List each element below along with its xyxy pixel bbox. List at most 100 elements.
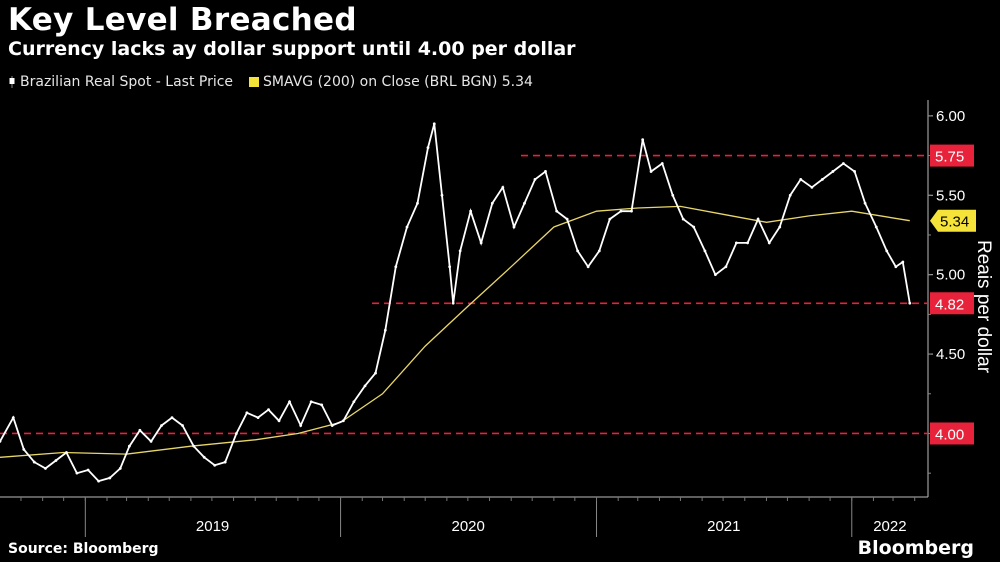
price-point [32,460,36,464]
reference-tag-label: 4.00 [935,426,964,443]
price-point [451,301,455,305]
price-point [267,408,270,412]
sma-value-tag [930,209,976,232]
price-point [799,178,803,181]
y-tick-label: 6.00 [936,108,965,125]
price-point [841,162,845,165]
price-point [97,479,101,483]
price-point [512,225,516,229]
price-point [544,170,547,173]
bloomberg-logo: Bloomberg [857,537,974,559]
price-point [213,463,217,467]
price-point [458,249,462,253]
price-point [490,201,494,205]
price-point [660,162,664,165]
price-point [874,225,878,229]
y-tick-label: 4.50 [936,346,965,363]
x-tick-label: 2020 [452,518,485,535]
price-point [821,178,824,181]
price-point [223,460,227,464]
price-point [341,419,345,423]
price-point [863,201,867,205]
reference-tag [930,292,974,315]
legend-label-sma: SMAVG (200) on Close (BRL BGN) 5.34 [263,74,533,90]
price-point [149,440,153,443]
y-tick-label: 5.00 [936,267,965,284]
x-tick-label: 2019 [196,518,229,535]
price-point [523,201,526,205]
price-point [831,170,835,173]
legend: Brazilian Real Spot - Last Price SMAVG (… [8,74,549,90]
chart-title: Key Level Breached [8,2,357,38]
chart-subtitle: Currency lacks ay dollar support until 4… [8,38,576,60]
price-point [192,444,196,448]
price-point [363,384,367,388]
price-point [479,241,483,245]
price-point [619,209,623,213]
legend-swatch-sma [249,77,260,87]
price-point [394,265,398,269]
price-point [352,400,356,404]
sma-line [0,205,910,458]
x-tick-label: 2022 [873,518,906,535]
legend-item-sma: SMAVG (200) on Close (BRL BGN) 5.34 [249,74,533,90]
price-point [630,209,633,213]
legend-item-price: Brazilian Real Spot - Last Price [8,74,233,90]
price-point [853,170,856,173]
price-point [256,416,260,419]
price-point [86,468,90,472]
x-tick-label: 2021 [707,518,740,535]
price-point [681,217,685,221]
price-point [901,260,905,264]
price-point [160,424,163,427]
price-point [138,428,142,432]
price-point [65,451,68,454]
price-point [127,444,131,448]
price-point [555,209,559,213]
price-point [374,371,377,375]
price-point [714,273,717,277]
price-point [277,419,281,423]
price-point [586,265,590,269]
source-note: Source: Bloomberg [8,541,159,557]
price-point [703,249,707,253]
price-point [320,403,324,407]
price-point [671,193,675,197]
price-point [641,138,645,142]
price-point [565,217,569,221]
price-point [426,146,430,150]
price-point [108,476,112,480]
reference-tag [930,422,974,445]
reference-tag-label: 5.75 [935,149,964,166]
price-point [440,193,444,197]
price-point [649,170,653,173]
price-point [0,440,2,443]
price-point [118,467,122,470]
candlestick-icon [9,76,15,88]
price-point [533,178,537,181]
price-point [501,185,505,189]
price-point [469,209,473,213]
price-point [608,217,612,221]
price-point [22,447,26,451]
price-point [810,185,814,189]
price-point [234,432,238,435]
y-axis-label: Reais per dollar [973,240,994,374]
price-point [778,225,782,229]
price-point [75,471,79,475]
price-point [245,411,249,415]
price-point [202,455,206,459]
price-point [405,225,409,229]
price-line [0,123,911,483]
reference-tag-label: 4.82 [935,296,964,313]
price-point [54,459,58,462]
price-point [330,424,334,427]
price-point [692,225,696,229]
price-point [908,301,912,305]
price-point [309,400,313,404]
price-point [11,416,15,419]
price-point [756,217,760,221]
price-point [181,424,184,427]
reference-tag [930,144,974,167]
